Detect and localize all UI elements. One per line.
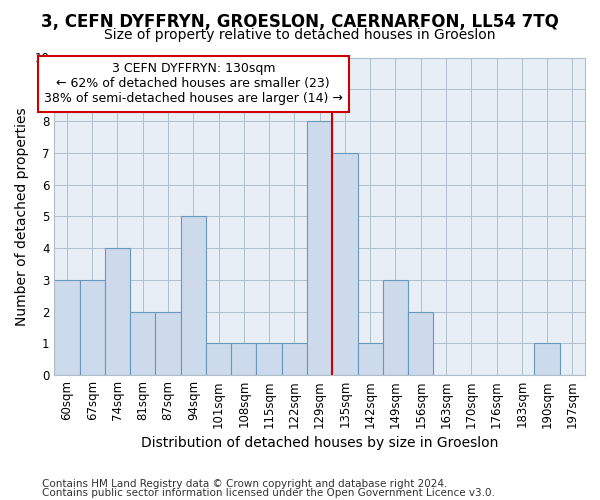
Bar — [54, 280, 80, 375]
Bar — [358, 344, 383, 375]
Bar — [181, 216, 206, 375]
Text: Contains public sector information licensed under the Open Government Licence v3: Contains public sector information licen… — [42, 488, 495, 498]
Text: Contains HM Land Registry data © Crown copyright and database right 2024.: Contains HM Land Registry data © Crown c… — [42, 479, 448, 489]
X-axis label: Distribution of detached houses by size in Groeslon: Distribution of detached houses by size … — [141, 436, 499, 450]
Bar — [256, 344, 282, 375]
Bar — [105, 248, 130, 375]
Bar — [130, 312, 155, 375]
Bar — [206, 344, 231, 375]
Bar — [282, 344, 307, 375]
Bar — [408, 312, 433, 375]
Text: Size of property relative to detached houses in Groeslon: Size of property relative to detached ho… — [104, 28, 496, 42]
Y-axis label: Number of detached properties: Number of detached properties — [15, 107, 29, 326]
Bar — [332, 153, 358, 375]
Text: 3, CEFN DYFFRYN, GROESLON, CAERNARFON, LL54 7TQ: 3, CEFN DYFFRYN, GROESLON, CAERNARFON, L… — [41, 12, 559, 30]
Bar — [231, 344, 256, 375]
Bar — [535, 344, 560, 375]
Bar — [80, 280, 105, 375]
Bar — [383, 280, 408, 375]
Bar — [155, 312, 181, 375]
Bar — [307, 121, 332, 375]
Text: 3 CEFN DYFFRYN: 130sqm
← 62% of detached houses are smaller (23)
38% of semi-det: 3 CEFN DYFFRYN: 130sqm ← 62% of detached… — [44, 62, 343, 106]
